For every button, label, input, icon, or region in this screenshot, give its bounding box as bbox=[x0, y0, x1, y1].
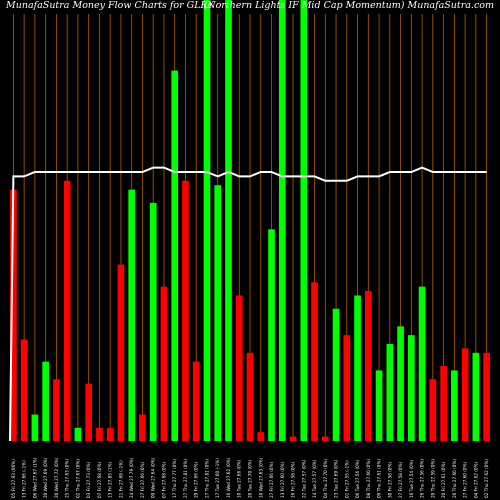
x-tick-label: 13 Fri 27.60 (0%) bbox=[280, 461, 285, 498]
bar bbox=[397, 326, 404, 441]
x-tick-label: 27 Fri 27.58 (0%) bbox=[398, 461, 403, 498]
bar bbox=[461, 348, 469, 441]
x-tick-label: 02 Thu 27.62 (0%) bbox=[484, 459, 489, 498]
bar bbox=[117, 264, 125, 441]
bar bbox=[225, 0, 232, 441]
x-tick-label: 04 Thu 27.70 (0%) bbox=[323, 459, 328, 498]
x-tick-label: 22 Tue 27.57 (0%) bbox=[301, 459, 306, 498]
bar bbox=[10, 189, 17, 441]
chart-subtitle: (Northern Lights IF Mid Cap Momentum) Mu… bbox=[204, 0, 494, 11]
x-tick-label: 23 Tue 27.69 (0%) bbox=[334, 459, 339, 498]
bar bbox=[257, 432, 265, 441]
bar-series bbox=[10, 0, 490, 441]
bar bbox=[440, 366, 447, 441]
bar bbox=[42, 361, 49, 441]
bar bbox=[192, 361, 200, 441]
bar bbox=[106, 427, 114, 441]
bar bbox=[300, 0, 308, 441]
bar bbox=[472, 352, 480, 441]
bar bbox=[85, 383, 92, 441]
flow-line bbox=[9, 166, 487, 442]
x-tick-label: 26 Thu 27.60 (0%) bbox=[452, 459, 457, 498]
bar bbox=[235, 295, 243, 441]
bar bbox=[203, 0, 211, 441]
bar bbox=[53, 379, 60, 441]
bar bbox=[160, 286, 168, 441]
x-tick-label: 30 Fri 27.58 (0%) bbox=[387, 461, 392, 498]
x-tick-label: 16 Tue 27.54 (0%) bbox=[409, 459, 414, 498]
x-tick-label: 09 Wed 27.64 (0%) bbox=[151, 457, 156, 498]
chart-title: MunafaSutra Money Flow Charts for GLRY bbox=[5, 0, 215, 11]
bar bbox=[364, 291, 372, 441]
x-tick-label: 13 Fri 27.85 (1%) bbox=[108, 461, 113, 498]
x-tick-label: 27 Thu 27.81 (0%) bbox=[183, 459, 188, 498]
bar bbox=[311, 282, 318, 441]
bar bbox=[278, 0, 286, 441]
bar bbox=[63, 180, 71, 441]
bar bbox=[289, 436, 297, 441]
bar bbox=[375, 370, 383, 441]
bar bbox=[171, 70, 179, 441]
bar bbox=[31, 414, 39, 441]
x-tick-label: 17 Thu 27.77 (0%) bbox=[172, 459, 177, 498]
x-tick-label: 09 Thu 27.61 (0%) bbox=[377, 459, 382, 498]
bar bbox=[354, 295, 361, 441]
x-tick-label: 21 Fri 27.68 (-1%) bbox=[118, 460, 123, 498]
x-tick-label: 27 Thu 27.81 (0%) bbox=[204, 459, 209, 498]
x-tick-label: 01 Fri 27.55 (-1%) bbox=[344, 460, 349, 498]
x-tick-label: 07 Fri 27.68 (0%) bbox=[161, 461, 166, 498]
x-tick-label: 03 Fri 27.73 (0%) bbox=[86, 461, 91, 498]
x-tick-label: 06 Wed 27.67 (1%) bbox=[32, 457, 37, 498]
x-tick-label: 27 Fri 27.66 (0%) bbox=[269, 461, 274, 498]
bar bbox=[246, 352, 254, 441]
x-tick-label: 16 Fri 27.58 (0%) bbox=[291, 461, 296, 498]
x-tick-label: 27 Fri 27.66 (0%) bbox=[140, 461, 145, 498]
bar bbox=[74, 427, 82, 441]
x-tick-label: 16 Wed 27.62 (0%) bbox=[226, 457, 231, 498]
x-tick-label: 25 Thu 27.63 (0%) bbox=[65, 459, 70, 498]
x-tick-label: 07 Fri 27.68 (0%) bbox=[97, 461, 102, 498]
x-tick-label: 26 Thu 27.56 (0%) bbox=[420, 459, 425, 498]
x-tick-label: 17 Tue 27.60 (-1%) bbox=[215, 458, 220, 498]
bar bbox=[343, 335, 351, 441]
bar bbox=[214, 185, 222, 441]
x-tick-label: 14 Tue 27.57 (0%) bbox=[312, 459, 317, 498]
x-tick-label: 27 Fri 27.60 (0%) bbox=[463, 461, 468, 498]
x-tick-label: 20 Fri 27.61 (0%) bbox=[441, 461, 446, 498]
x-tick-label: 06 Tue 27.56 (0%) bbox=[355, 459, 360, 498]
bar bbox=[20, 339, 28, 441]
x-tick-label: 20 Wed 27.72 (0%) bbox=[54, 457, 59, 498]
bar bbox=[96, 427, 103, 441]
x-axis-tick-labels: 05 Fri 27.93 (06%) 13 Fri 27.66 (-1%) 06 W… bbox=[11, 457, 489, 498]
x-tick-label: 20 Wed 27.69 (0%) bbox=[43, 457, 48, 498]
x-tick-label: 05 Fri 27.93 (06%) bbox=[11, 459, 16, 498]
x-tick-label: 13 Fri 27.66 (-1%) bbox=[22, 460, 27, 498]
bar bbox=[483, 352, 490, 441]
bar bbox=[128, 189, 136, 441]
x-tick-label: 04 Fri 27.62 (0%) bbox=[473, 461, 478, 498]
x-tick-label: 24 Wed 27.79 (0%) bbox=[129, 457, 134, 498]
x-tick-label: 29 Fri 27.66 (0%) bbox=[194, 461, 199, 498]
bar bbox=[386, 343, 394, 441]
x-tick-label: 02 Thu 27.67 (0%) bbox=[75, 459, 80, 498]
bar bbox=[182, 180, 189, 441]
bar bbox=[321, 436, 329, 441]
x-tick-label: 20 Tue 27.70 (0%) bbox=[248, 459, 253, 498]
bar bbox=[408, 335, 415, 441]
x-tick-label: 10 Wed 27.63 (0%) bbox=[258, 457, 263, 498]
bar bbox=[451, 370, 458, 441]
bar bbox=[149, 202, 157, 441]
bar bbox=[332, 308, 340, 441]
bar bbox=[268, 229, 275, 441]
bar bbox=[429, 379, 437, 441]
x-tick-label: 08 Thu 27.60 (0%) bbox=[366, 459, 371, 498]
bar bbox=[418, 286, 426, 441]
x-tick-label: 10 Tue 27.66 (0%) bbox=[237, 459, 242, 498]
x-tick-label: 29 Thu 27.59 (0%) bbox=[430, 459, 435, 498]
bar bbox=[139, 414, 146, 441]
